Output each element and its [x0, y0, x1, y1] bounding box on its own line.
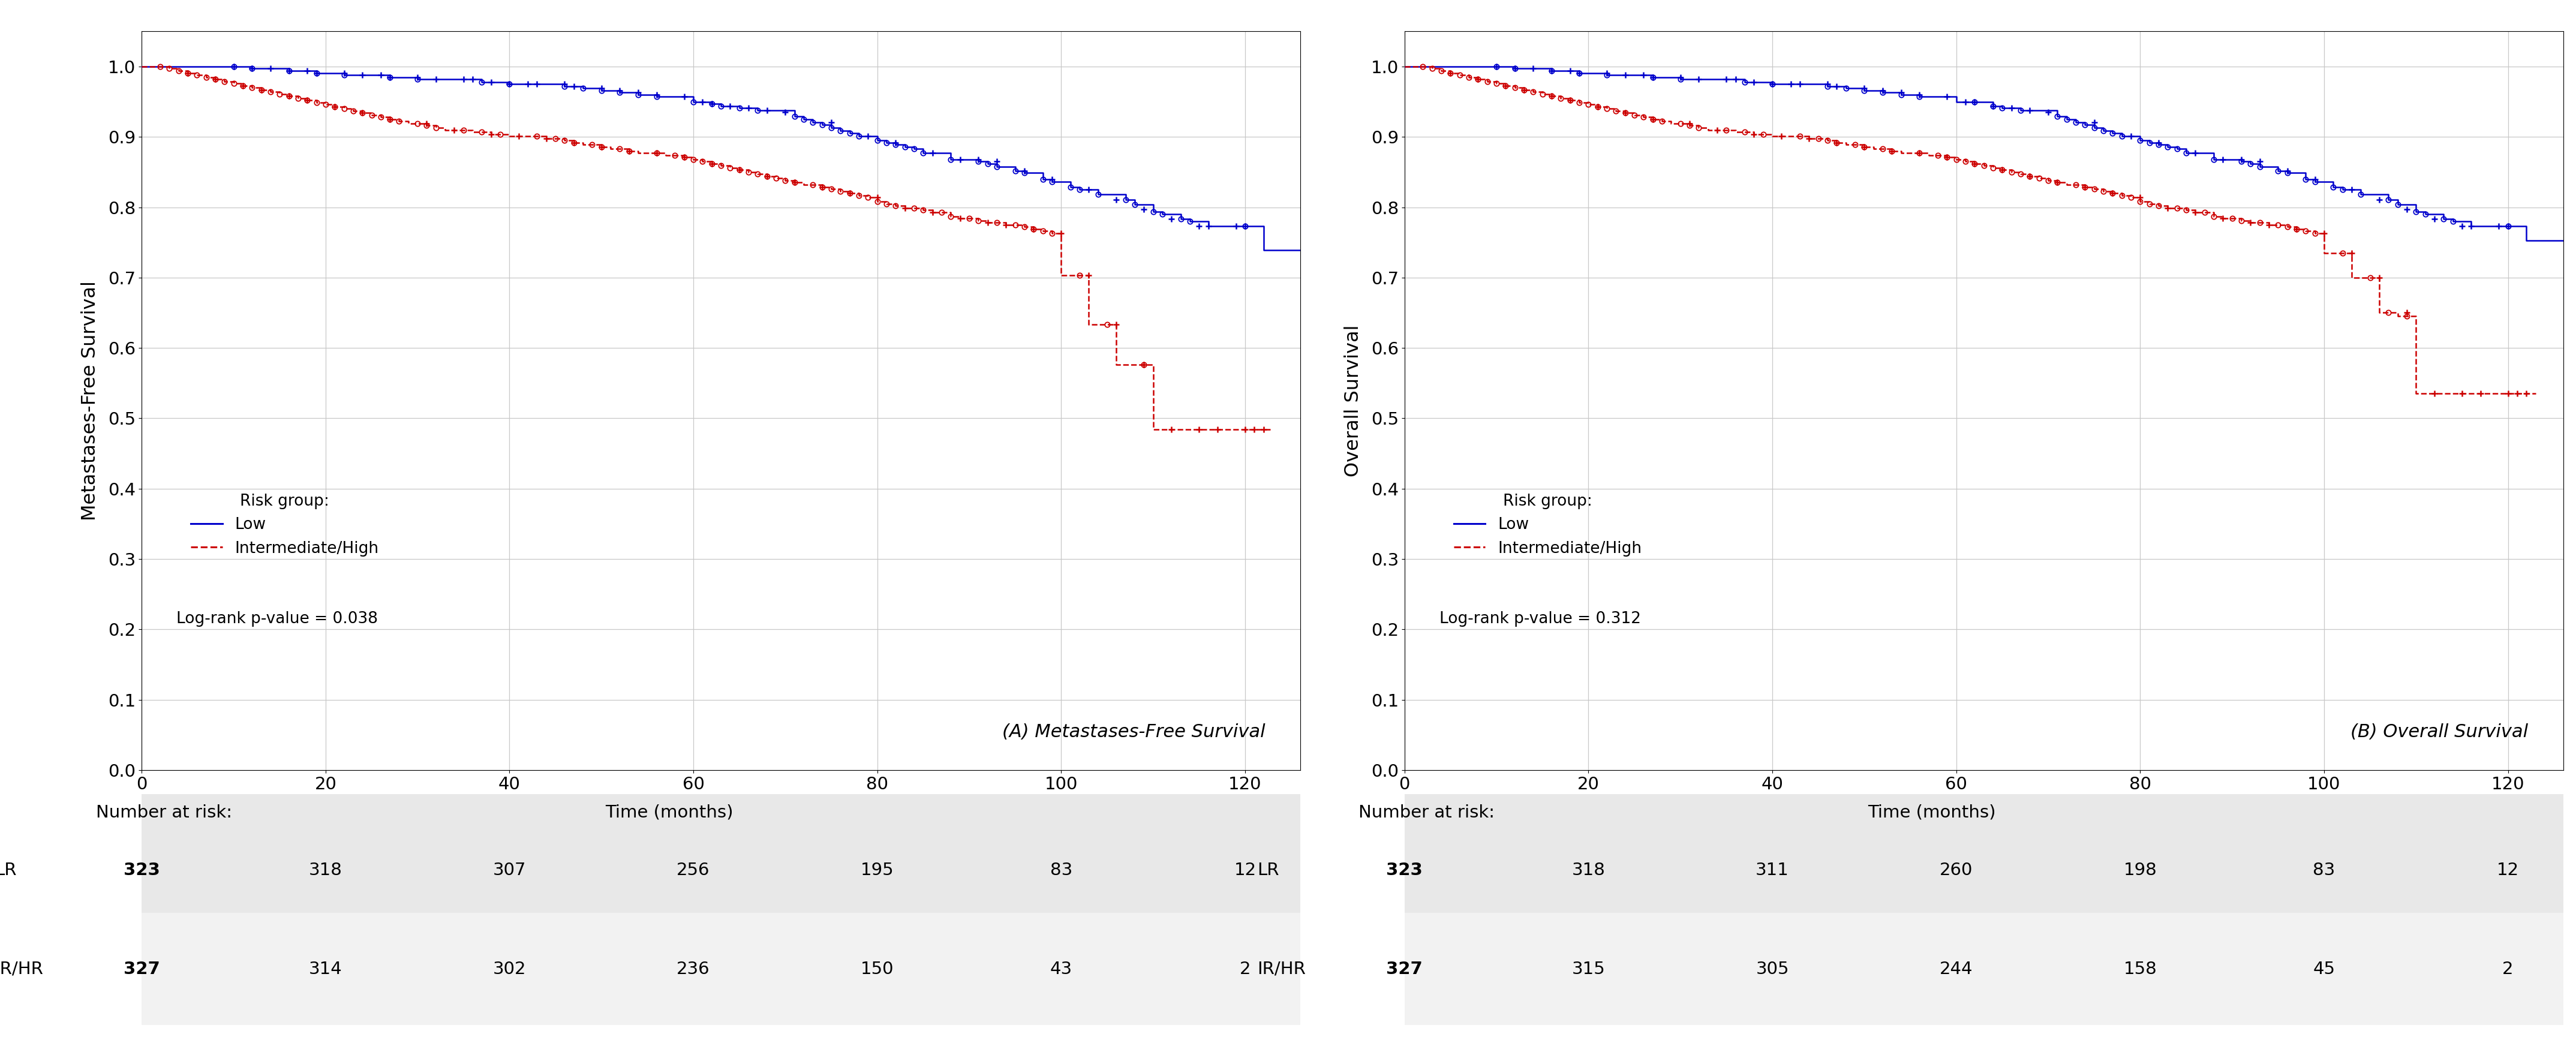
Text: 2: 2 — [1239, 960, 1249, 977]
Text: 198: 198 — [2123, 862, 2156, 879]
Text: 323: 323 — [124, 862, 160, 879]
Legend: Low, Intermediate/High: Low, Intermediate/High — [1448, 487, 1649, 563]
Text: Log-rank p-value = 0.038: Log-rank p-value = 0.038 — [175, 611, 379, 627]
Text: Log-rank p-value = 0.312: Log-rank p-value = 0.312 — [1440, 611, 1641, 627]
Bar — [1404, 794, 2563, 913]
X-axis label: Time (months): Time (months) — [652, 799, 791, 818]
Text: 311: 311 — [1757, 862, 1790, 879]
Text: 236: 236 — [677, 960, 711, 977]
Bar — [142, 794, 1301, 913]
Text: 305: 305 — [1757, 960, 1788, 977]
Text: IR/HR: IR/HR — [1257, 960, 1306, 977]
Text: (A) Metastases-Free Survival: (A) Metastases-Free Survival — [1002, 723, 1265, 741]
Text: Time (months): Time (months) — [605, 804, 734, 821]
Text: 150: 150 — [860, 960, 894, 977]
Bar — [142, 913, 1301, 1025]
Text: 12: 12 — [2496, 862, 2519, 879]
Text: Number at risk:: Number at risk: — [1358, 804, 1494, 821]
Text: 307: 307 — [492, 862, 526, 879]
Text: 158: 158 — [2123, 960, 2156, 977]
Y-axis label: Overall Survival: Overall Survival — [1345, 324, 1363, 477]
Text: (B) Overall Survival: (B) Overall Survival — [2352, 723, 2530, 741]
Text: 327: 327 — [1386, 960, 1422, 977]
Text: 256: 256 — [677, 862, 711, 879]
Text: 323: 323 — [1386, 862, 1422, 879]
Text: 244: 244 — [1940, 960, 1973, 977]
Text: 314: 314 — [309, 960, 343, 977]
Text: 318: 318 — [309, 862, 343, 879]
Text: 83: 83 — [2313, 862, 2336, 879]
Text: 302: 302 — [492, 960, 526, 977]
Text: 327: 327 — [124, 960, 160, 977]
Text: Time (months): Time (months) — [1868, 804, 1996, 821]
Bar — [1404, 913, 2563, 1025]
Text: 318: 318 — [1571, 862, 1605, 879]
Text: 315: 315 — [1571, 960, 1605, 977]
Text: 2: 2 — [2501, 960, 2514, 977]
X-axis label: Time (months): Time (months) — [1914, 799, 2053, 818]
Text: IR/HR: IR/HR — [0, 960, 44, 977]
Text: LR: LR — [1257, 862, 1280, 879]
Text: 195: 195 — [860, 862, 894, 879]
Y-axis label: Metastases-Free Survival: Metastases-Free Survival — [82, 280, 100, 521]
Text: 12: 12 — [1234, 862, 1257, 879]
Text: 45: 45 — [2313, 960, 2334, 977]
Text: 43: 43 — [1051, 960, 1072, 977]
Text: Number at risk:: Number at risk: — [95, 804, 232, 821]
Legend: Low, Intermediate/High: Low, Intermediate/High — [185, 487, 386, 563]
Text: LR: LR — [0, 862, 15, 879]
Text: 83: 83 — [1051, 862, 1072, 879]
Text: 260: 260 — [1940, 862, 1973, 879]
